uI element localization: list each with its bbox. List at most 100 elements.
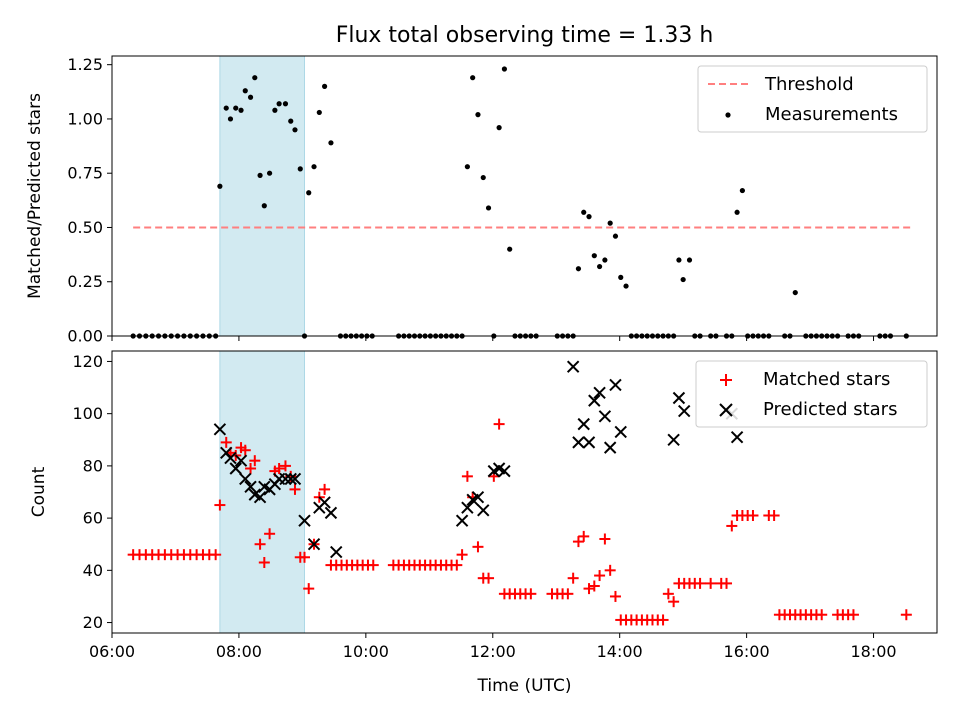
matched-star-point (472, 541, 484, 553)
matched-star-point (525, 588, 537, 600)
measurement-point (316, 109, 322, 116)
predicted-star-point (572, 436, 585, 449)
measurement-point (217, 183, 223, 189)
x-axis-label: Time (UTC) (477, 676, 572, 696)
predicted-star-point (239, 472, 252, 486)
matched-star-point (816, 609, 828, 621)
y-tick-label: 80 (83, 456, 103, 475)
y-tick-label: 0.75 (67, 164, 103, 183)
x-tick-label: 14:00 (597, 642, 643, 661)
measurement-point (581, 209, 587, 215)
predicted-star-point (498, 464, 511, 478)
matched-star-point (451, 559, 463, 571)
measurement-point (297, 166, 303, 172)
predicted-star-point (614, 425, 627, 439)
measurement-point (596, 263, 603, 270)
observing-window-span (219, 350, 305, 634)
legend-predicted-swatch (719, 403, 733, 417)
matched-star-point (721, 577, 733, 589)
count-panel: 20 40 60 80 100 120 06:00 08:00 10:00 12:00 14:00… (29, 350, 938, 696)
measurement-point (623, 283, 629, 289)
legend-measurements-label: Measurements (765, 104, 898, 125)
measurement-point (676, 257, 682, 263)
y-axis-ticks: 20 40 60 80 100 120 (72, 352, 112, 632)
matched-star-point (604, 564, 616, 576)
matched-star-point (210, 549, 222, 561)
legend: Matched stars Predicted stars (695, 360, 928, 428)
matched-star-point (588, 580, 600, 592)
predicted-star-point (588, 394, 601, 407)
y-tick-label: 0.00 (67, 327, 103, 346)
predicted-star-point (213, 423, 227, 436)
ratio-panel: 0.00 0.25 0.50 0.75 1.00 1.25 Flux total obse… (25, 23, 938, 346)
measurement-point (475, 112, 481, 118)
x-axis-ticks (111, 336, 875, 341)
matched-star-point (214, 499, 226, 511)
predicted-star-point (477, 504, 490, 517)
predicted-star-point (678, 404, 691, 418)
predicted-star-point (566, 360, 580, 373)
predicted-star-point (307, 538, 321, 551)
measurement-point (321, 83, 328, 89)
matched-star-point (726, 520, 738, 532)
y-axis-ticks: 0.00 0.25 0.50 0.75 1.00 1.25 (67, 55, 112, 346)
y-tick-label: 60 (83, 509, 103, 528)
predicted-star-point (603, 441, 617, 454)
predicted-star-point (324, 506, 338, 520)
measurement-point (591, 253, 597, 259)
predicted-star-point (279, 472, 292, 486)
measurement-point (233, 105, 239, 111)
matched-star-point (239, 444, 251, 456)
x-tick-label: 06:00 (89, 642, 135, 661)
measurement-point (292, 127, 298, 133)
matched-star-point (461, 470, 473, 482)
measurement-point (266, 170, 273, 176)
matched-star-point (273, 463, 285, 474)
matched-star-point (609, 590, 621, 602)
measurement-point (238, 107, 244, 113)
matched-star-point (303, 583, 315, 595)
measurement-point (464, 164, 470, 170)
measurement-point (227, 116, 234, 122)
measurement-point (501, 66, 508, 72)
predicted-star-point (284, 472, 297, 486)
matched-star-point (220, 436, 232, 448)
measurement-point (470, 75, 476, 81)
matched-star-point (578, 530, 590, 542)
measurement-point (223, 105, 229, 111)
measurement-point (612, 233, 619, 239)
matched-star-point (705, 577, 717, 589)
matched-star-point (847, 609, 859, 621)
matched-star-point (254, 538, 266, 550)
matched-star-point (768, 510, 780, 521)
legend: Threshold Measurements (697, 65, 928, 133)
measurement-point (602, 257, 608, 263)
measurement-point (739, 187, 745, 194)
predicted-star-point (730, 430, 744, 444)
legend-box (697, 65, 928, 133)
legend-predicted-label: Predicted stars (763, 399, 897, 420)
predicted-star-point (667, 433, 680, 446)
predicted-star-point (244, 480, 257, 493)
y-tick-label: 120 (72, 352, 103, 371)
predicted-star-point (593, 386, 606, 399)
measurement-point (311, 164, 317, 170)
matched-star-point (694, 577, 706, 589)
y-tick-label: 1.25 (67, 55, 103, 74)
predicted-star-point (609, 378, 622, 392)
matched-star-point (567, 572, 579, 584)
matched-star-point (367, 559, 379, 571)
matched-star-point (245, 463, 257, 474)
predicted-star-point (229, 462, 242, 475)
legend-matched-swatch (720, 374, 732, 386)
predicted-star-point (461, 501, 474, 514)
predicted-star-point (298, 514, 311, 527)
chart-title: Flux total observing time = 1.33 h (336, 23, 714, 48)
matched-star-point (264, 528, 276, 540)
legend-threshold-label: Threshold (764, 74, 854, 95)
y-tick-label: 0.50 (67, 218, 103, 237)
measurement-point (261, 203, 267, 209)
measurement-point (288, 118, 294, 124)
predicted-star-point (471, 491, 485, 504)
matched-star-point (662, 588, 674, 600)
